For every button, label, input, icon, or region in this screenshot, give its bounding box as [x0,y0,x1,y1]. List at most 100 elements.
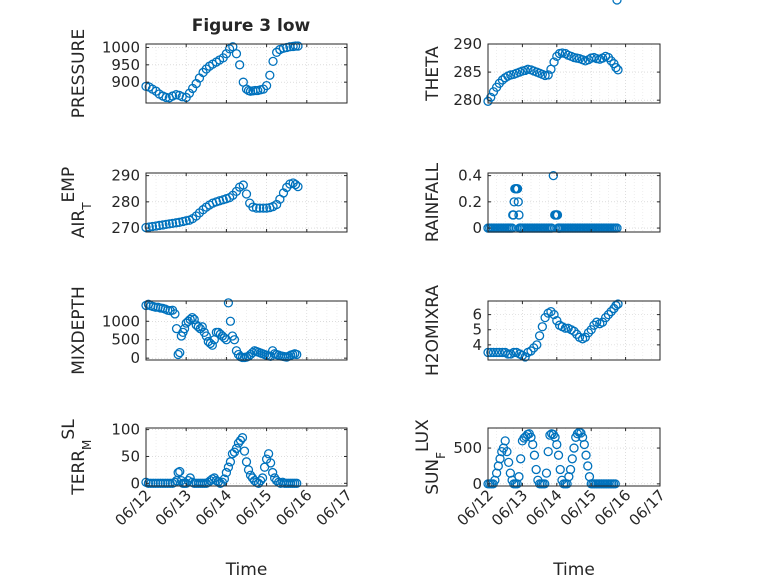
data-point [151,221,161,231]
data-point [611,300,621,311]
x-tick-label: 06/12 [112,486,155,529]
data-point [565,464,576,475]
x-tick-label: 06/14 [522,486,565,529]
axes-frame [487,427,661,487]
data-point [167,218,178,228]
data-point [541,468,552,478]
x-tick-label: 06/14 [192,486,235,529]
data-point [586,325,596,335]
data-point [534,331,545,341]
data-point [513,197,523,207]
data-point [261,80,272,91]
data-point [171,218,181,228]
data-point [175,347,185,358]
y-tick-label: 0.4 [458,167,482,185]
data-point [179,324,190,334]
data-point [221,467,232,478]
data-point [290,41,301,51]
y-axis-label: THETA [423,46,443,102]
data-point [263,449,274,459]
axes-frame [487,300,661,361]
data-point [251,203,262,213]
data-point [509,197,519,207]
y-tick-label: 0 [472,475,482,493]
data-point [500,436,510,446]
data-point [160,478,170,488]
data-point [235,435,246,446]
y-tick-label: 0 [130,349,140,367]
y-tick-label: 4 [472,336,482,354]
data-point [572,329,582,339]
data-point [241,189,252,199]
y-tick-label: 270 [111,219,140,237]
data-point [221,49,232,59]
data-point [255,475,266,486]
data-point [516,454,526,464]
data-point [606,56,616,66]
data-point [546,306,556,317]
data-point [214,196,225,206]
data-point [613,65,623,75]
data-point [154,220,164,231]
data-point [540,479,550,489]
data-point [543,446,553,457]
data-point [143,478,154,488]
data-point [509,347,519,358]
data-point [155,478,166,488]
data-point [600,312,611,323]
data-point [219,474,230,484]
data-point [150,478,161,488]
data-point [552,439,562,450]
x-tick-label: 06/15 [557,486,600,529]
data-point [150,302,161,312]
y-axis-label: MIXDEPTH [69,286,89,375]
x-tick-label: 06/15 [232,486,275,529]
axes-frame [145,427,348,487]
data-point [267,467,278,478]
data-point [144,222,154,232]
data-point [238,180,248,190]
data-point [163,478,173,488]
data-point [532,340,542,350]
data-point [239,446,250,456]
data-point [552,316,562,326]
data-point [175,466,185,477]
data-point [164,219,174,229]
data-point [486,92,496,103]
data-point [514,210,524,220]
data-point [610,479,620,489]
data-point [265,70,275,80]
data-point [514,472,524,482]
y-axis-label: SUNFLUX [413,419,448,495]
data-point [520,352,530,362]
data-point [488,347,499,358]
y-tick-label: 100 [111,421,140,439]
y-axis-label: TERRMSL [59,419,94,496]
data-point [248,202,258,212]
y-tick-label: 280 [453,91,482,109]
data-point [229,335,240,345]
data-point [508,210,519,220]
data-point [237,433,248,443]
y-axis-label: RAINFALL [423,162,443,242]
data-point [526,346,536,356]
data-point [193,322,203,332]
y-tick-label: 0 [130,474,140,492]
data-point [187,312,197,323]
y-tick-label: 0 [472,219,482,237]
data-point [512,184,523,194]
data-point [548,170,559,181]
data-point [189,314,199,325]
axes-frame [145,172,348,233]
y-tick-label: 50 [121,447,140,465]
data-point [147,221,158,232]
data-point [560,323,571,333]
data-point [261,203,272,213]
data-point [555,464,565,475]
data-point [529,343,539,353]
data-point [293,41,303,51]
data-point [579,439,589,450]
